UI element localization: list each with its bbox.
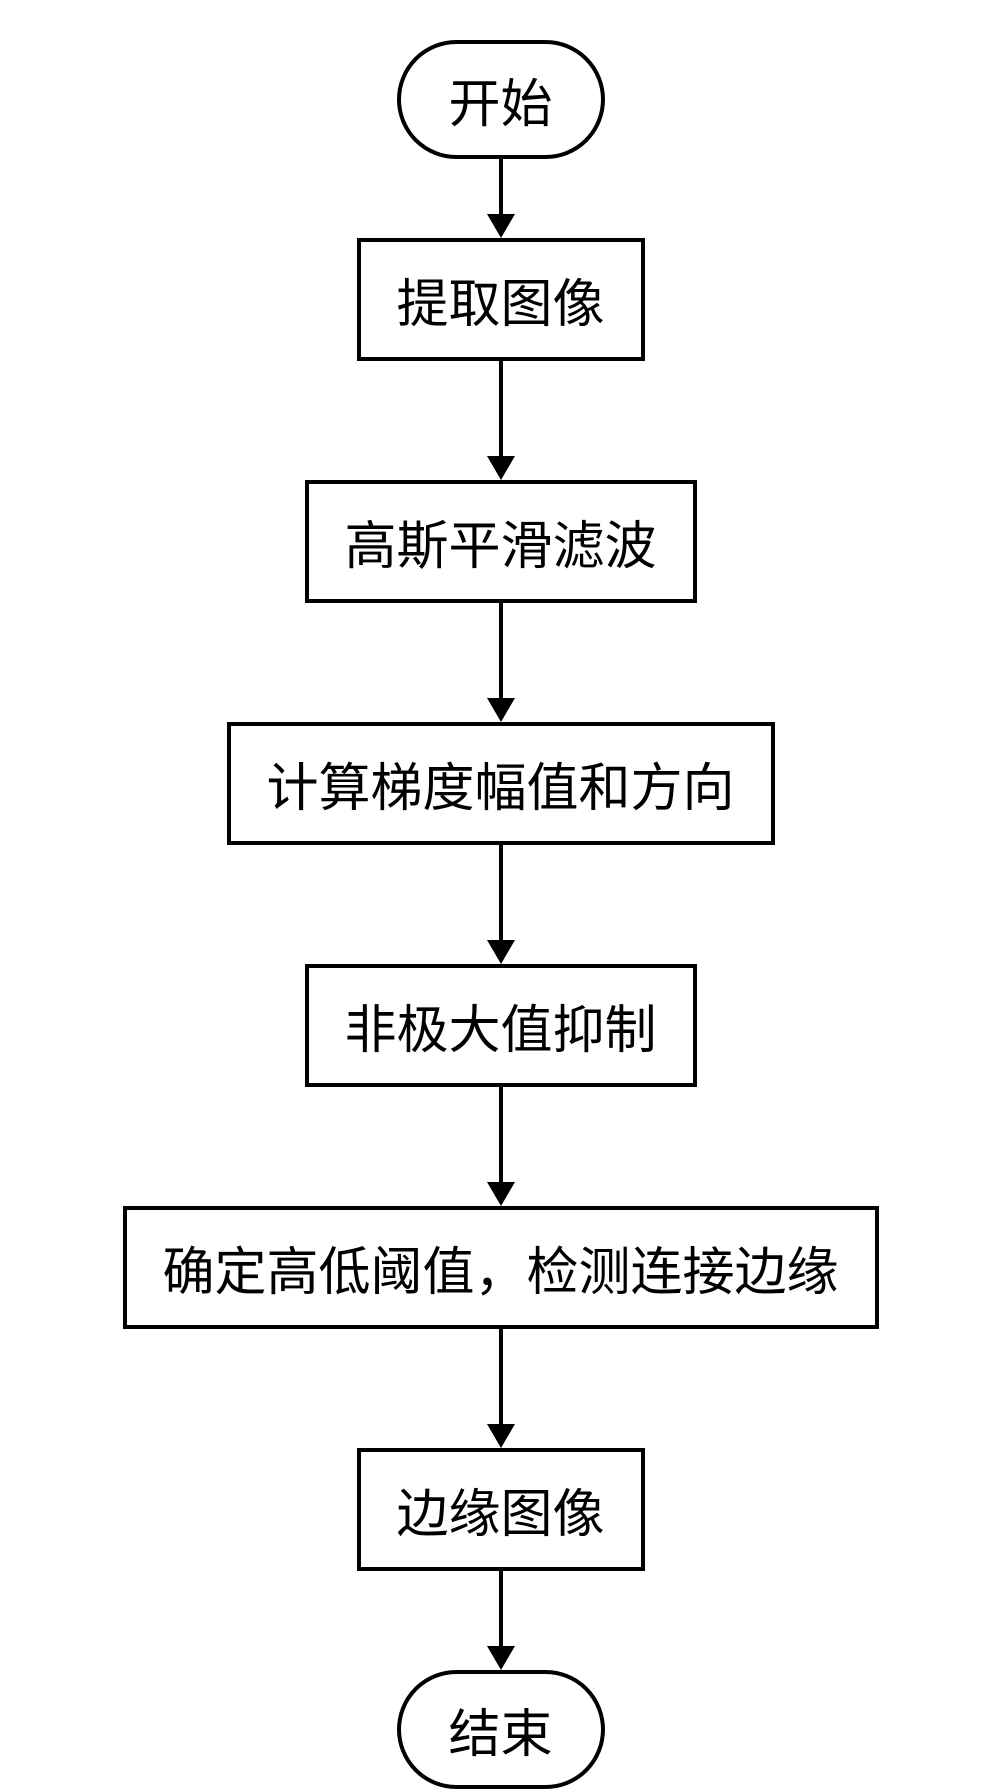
edge-node: 边缘图像 [356, 1448, 644, 1571]
arrow-6 [486, 1571, 514, 1670]
arrow-3 [486, 845, 514, 964]
end-node: 结束 [396, 1670, 604, 1789]
arrow-line [498, 159, 502, 215]
arrow-head-icon [486, 456, 514, 480]
arrow-1 [486, 361, 514, 480]
arrow-head-icon [486, 1182, 514, 1206]
arrow-line [498, 845, 502, 941]
arrow-2 [486, 603, 514, 722]
flowchart-container: 开始 提取图像 高斯平滑滤波 计算梯度幅值和方向 非极大值抑制 确定高低阈值，检… [122, 40, 878, 1789]
gradient-node: 计算梯度幅值和方向 [226, 722, 774, 845]
start-node: 开始 [396, 40, 604, 159]
threshold-node: 确定高低阈值，检测连接边缘 [122, 1206, 878, 1329]
arrow-line [498, 603, 502, 699]
arrow-line [498, 1087, 502, 1183]
gradient-label: 计算梯度幅值和方向 [266, 746, 734, 821]
extract-node: 提取图像 [356, 238, 644, 361]
gaussian-node: 高斯平滑滤波 [304, 480, 696, 603]
arrow-head-icon [486, 214, 514, 238]
nms-label: 非极大值抑制 [344, 988, 656, 1063]
extract-label: 提取图像 [396, 262, 604, 337]
arrow-head-icon [486, 1424, 514, 1448]
arrow-head-icon [486, 1646, 514, 1670]
start-label: 开始 [448, 62, 552, 137]
arrow-line [498, 1329, 502, 1425]
nms-node: 非极大值抑制 [304, 964, 696, 1087]
end-label: 结束 [448, 1692, 552, 1767]
arrow-4 [486, 1087, 514, 1206]
threshold-label: 确定高低阈值，检测连接边缘 [162, 1230, 838, 1305]
edge-label: 边缘图像 [396, 1472, 604, 1547]
arrow-line [498, 1571, 502, 1647]
arrow-0 [486, 159, 514, 238]
arrow-line [498, 361, 502, 457]
arrow-5 [486, 1329, 514, 1448]
gaussian-label: 高斯平滑滤波 [344, 504, 656, 579]
arrow-head-icon [486, 698, 514, 722]
arrow-head-icon [486, 940, 514, 964]
